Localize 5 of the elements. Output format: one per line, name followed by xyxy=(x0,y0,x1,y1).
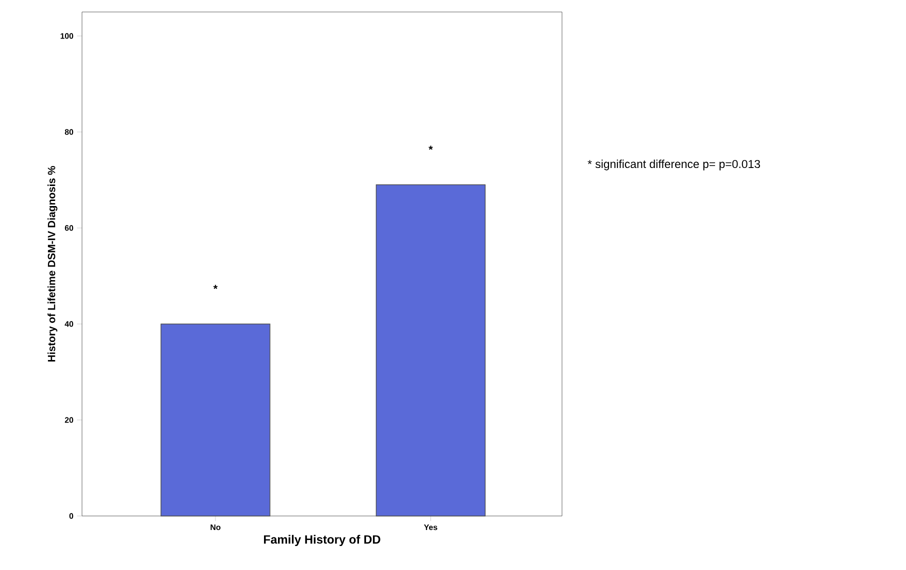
text: * significant difference p= p=0.013 xyxy=(588,160,760,170)
annotation: * xyxy=(213,284,218,290)
y-axis-title: History of Lifetime DSM-IV Diagnosis % xyxy=(48,166,58,362)
x-axis-title: Family History of DD xyxy=(264,534,380,546)
annotation: * xyxy=(428,146,433,150)
